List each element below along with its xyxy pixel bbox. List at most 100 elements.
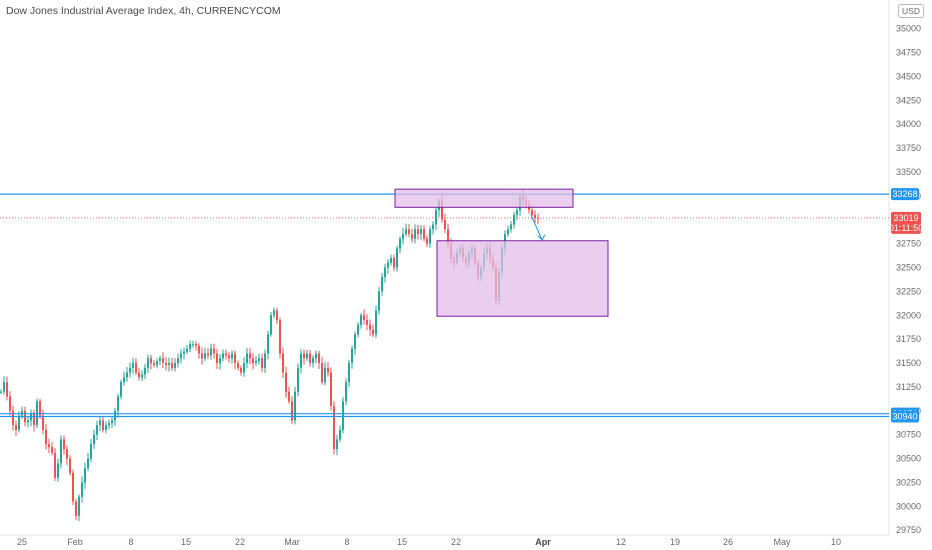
candle-body — [120, 382, 122, 397]
currency-badge[interactable]: USD — [898, 4, 924, 18]
candle-body — [81, 482, 83, 497]
candle-body — [117, 396, 119, 411]
candle-body — [138, 372, 140, 378]
candle-body — [393, 257, 395, 268]
candle-body — [33, 412, 35, 426]
y-tick-label: 30750 — [896, 430, 921, 440]
candle-body — [381, 277, 383, 292]
candle-body — [180, 353, 182, 359]
candle-body — [96, 425, 98, 435]
candle-body — [396, 248, 398, 268]
candle-body — [222, 353, 224, 359]
zone-rect-2[interactable] — [436, 240, 609, 317]
price-tag-resistance-text: 33268 — [892, 189, 917, 199]
candle-body — [192, 343, 194, 345]
candle-body — [309, 353, 311, 364]
candle-body — [366, 320, 368, 325]
candle-body — [42, 415, 44, 430]
candle-body — [18, 415, 20, 430]
candle-body — [414, 229, 416, 239]
candle-body — [306, 353, 308, 359]
y-tick-label: 30000 — [896, 501, 921, 511]
candle-body — [261, 358, 263, 368]
candle-body — [372, 329, 374, 335]
y-tick-label: 33500 — [896, 167, 921, 177]
candle-body — [150, 358, 152, 364]
candle-body — [171, 363, 173, 368]
candle-body — [114, 410, 116, 421]
y-tick-label: 31750 — [896, 334, 921, 344]
y-tick-label: 35000 — [896, 24, 921, 34]
candle-body — [99, 420, 101, 426]
candle-body — [111, 420, 113, 424]
candle-body — [255, 361, 257, 364]
x-tick-label: Apr — [535, 537, 551, 547]
candle-body — [108, 423, 110, 426]
price-tag-support-2 — [891, 410, 919, 423]
candle-body — [216, 353, 218, 364]
zone-rect-1[interactable] — [394, 188, 574, 208]
price-tag-support-2-text: 30940 — [892, 412, 917, 422]
candle-body — [243, 363, 245, 373]
candle-body — [333, 406, 335, 450]
y-tick-label: 32000 — [896, 310, 921, 320]
y-tick-label: 31500 — [896, 358, 921, 368]
x-tick-label: 22 — [235, 537, 245, 547]
x-tick-label: 26 — [723, 537, 733, 547]
candle-body — [378, 291, 380, 311]
candle-body — [294, 391, 296, 421]
candle-body — [534, 214, 536, 218]
candle-body — [123, 377, 125, 383]
candle-body — [345, 382, 347, 402]
candle-body — [420, 229, 422, 235]
x-tick-label: 15 — [181, 537, 191, 547]
candle-body — [264, 353, 266, 368]
candle-body — [210, 348, 212, 356]
candle-body — [258, 358, 260, 362]
candle-body — [510, 224, 512, 230]
candle-body — [147, 358, 149, 368]
x-tick-label: 8 — [344, 537, 349, 547]
y-tick-label: 33750 — [896, 143, 921, 153]
candle-body — [189, 343, 191, 349]
candle-body — [303, 353, 305, 359]
candle-body — [249, 353, 251, 359]
candle-body — [165, 363, 167, 365]
y-tick-label: 32750 — [896, 239, 921, 249]
candle-body — [198, 345, 200, 354]
candle-body — [252, 358, 254, 364]
candle-body — [159, 358, 161, 362]
x-tick-label: Mar — [284, 537, 300, 547]
candle-body — [129, 367, 131, 373]
candle-body — [327, 367, 329, 373]
candle-body — [57, 463, 59, 478]
candle-body — [369, 324, 371, 330]
y-axis: 2975030000302503050030750310003125031500… — [896, 24, 921, 536]
candle-body — [84, 468, 86, 483]
candle-body — [291, 401, 293, 421]
candle-body — [408, 229, 410, 235]
candle-body — [105, 425, 107, 430]
candle-body — [177, 358, 179, 364]
candle-body — [195, 343, 197, 346]
candle-body — [270, 315, 272, 335]
candle-body — [312, 358, 314, 364]
candle-body — [237, 363, 239, 368]
candle-body — [39, 401, 41, 416]
candle-body — [90, 444, 92, 459]
y-tick-label: 34250 — [896, 95, 921, 105]
projection-arrow[interactable] — [530, 214, 543, 240]
candle-body — [276, 310, 278, 321]
candle-body — [66, 449, 68, 459]
candle-body — [384, 267, 386, 278]
y-tick-label: 30250 — [896, 477, 921, 487]
candle-body — [228, 355, 230, 359]
candle-body — [300, 353, 302, 368]
x-tick-label: 10 — [831, 537, 841, 547]
candle-body — [435, 210, 437, 225]
candle-body — [186, 348, 188, 352]
candle-body — [63, 439, 65, 450]
y-tick-label: 29750 — [896, 525, 921, 535]
